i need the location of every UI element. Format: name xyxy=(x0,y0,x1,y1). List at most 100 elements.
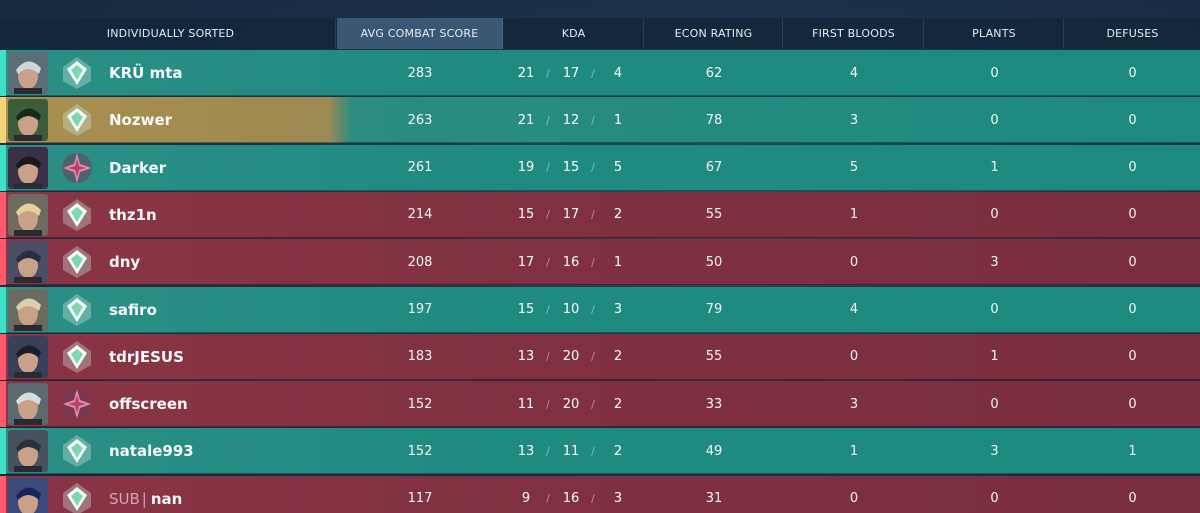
kills-value: 19 xyxy=(517,160,535,176)
kda-value: 17 / 16 / 1 xyxy=(504,239,644,285)
econ-rating-value: 49 xyxy=(705,443,723,459)
kda-value: 13 / 11 / 2 xyxy=(504,428,644,474)
header-econ-rating[interactable]: ECON RATING xyxy=(645,18,783,49)
player-row[interactable]: KRÜ mta 283 21 / 17 / 4 62 4 0 0 xyxy=(0,50,1200,96)
first-bloods-value: 0 xyxy=(849,349,859,365)
agent-portrait xyxy=(8,335,48,378)
ascendant-rank-icon xyxy=(60,481,94,513)
kda-separator: / xyxy=(546,113,550,127)
player-row[interactable]: tdrJESUS 183 13 / 20 / 2 55 0 1 0 xyxy=(0,333,1200,380)
deaths-value: 20 xyxy=(562,349,580,365)
kda-value: 15 / 17 / 2 xyxy=(504,192,644,238)
player-name[interactable]: offscreen xyxy=(109,381,188,427)
ascendant-rank-icon xyxy=(60,102,94,138)
player-name[interactable]: tdrJESUS xyxy=(109,334,184,380)
header-first-bloods[interactable]: FIRST BLOODS xyxy=(784,18,924,49)
plants-value: 0 xyxy=(990,65,999,81)
plants-value: 1 xyxy=(990,349,999,365)
plants-value: 0 xyxy=(990,207,999,223)
player-row[interactable]: Nozwer 263 21 / 12 / 1 78 3 0 0 xyxy=(0,97,1200,144)
player-name-text: KRÜ mta xyxy=(109,64,183,82)
kda-separator: / xyxy=(546,161,550,175)
agent-portrait xyxy=(8,241,48,284)
team-stripe xyxy=(0,475,6,513)
defuses-value: 0 xyxy=(1128,491,1137,507)
kills-value: 9 xyxy=(521,491,531,507)
player-row[interactable]: dny 208 17 / 16 / 1 50 0 3 0 xyxy=(0,239,1200,286)
assists-value: 2 xyxy=(613,396,623,412)
player-row[interactable]: natale993 152 13/11/2 49 1 3 1 xyxy=(0,428,1200,475)
kda-value: 9 / 16 / 3 xyxy=(504,476,644,513)
player-name-text: tdrJESUS xyxy=(109,347,184,366)
kills-value: 15 xyxy=(517,207,535,223)
deaths-value: 16 xyxy=(562,254,580,270)
player-row[interactable]: safiro 197 15 / 10 / 3 79 4 0 0 xyxy=(0,286,1200,333)
player-name-text: Nozwer xyxy=(109,111,173,130)
defuses-value: 0 xyxy=(1128,65,1137,81)
assists-value: 3 xyxy=(613,491,623,507)
player-name-text: dny xyxy=(109,253,141,272)
acs-value: 152 xyxy=(407,396,433,412)
sort-mode-header[interactable]: INDIVIDUALLY SORTED xyxy=(6,18,336,49)
player-name[interactable]: Darker xyxy=(109,145,166,191)
player-name[interactable]: SUB | nan xyxy=(109,476,182,513)
deaths-value: 17 xyxy=(562,207,580,223)
player-name-text: Darker xyxy=(109,158,167,177)
kda-separator: / xyxy=(546,397,550,411)
immortal-rank-icon xyxy=(60,150,94,186)
agent-portrait xyxy=(8,146,48,189)
team-stripe xyxy=(0,97,6,144)
player-name-text: offscreen xyxy=(109,395,188,414)
econ-rating-value: 62 xyxy=(705,65,723,81)
plants-value: 0 xyxy=(990,396,999,412)
ascendant-rank-icon xyxy=(60,339,94,375)
kda-separator: / xyxy=(591,255,595,269)
team-stripe xyxy=(0,50,6,96)
header-defuses[interactable]: DEFUSES xyxy=(1106,27,1159,40)
header-plants[interactable]: PLANTS xyxy=(925,18,1064,49)
kda-separator: / xyxy=(591,303,595,316)
kills-value: 21 xyxy=(517,112,535,128)
first-bloods-value: 5 xyxy=(849,160,859,176)
ascendant-rank-icon xyxy=(60,433,94,469)
defuses-value: 1 xyxy=(1128,443,1137,459)
kda-separator: / xyxy=(591,208,595,222)
deaths-value: 12 xyxy=(562,112,580,128)
header-avg-combat-score[interactable]: AVG COMBAT SCORE xyxy=(337,18,503,49)
sub-tag: SUB xyxy=(109,489,140,508)
player-name[interactable]: KRÜ mta xyxy=(109,50,183,96)
team-stripe xyxy=(0,333,6,380)
player-row[interactable]: Darker 261 19 / 15 / 5 67 5 1 0 xyxy=(0,144,1200,191)
player-name[interactable]: dny xyxy=(109,239,140,285)
kda-value: 19 / 15 / 5 xyxy=(504,145,644,191)
acs-value: 214 xyxy=(407,207,433,223)
player-name[interactable]: thz1n xyxy=(109,192,157,238)
kills-value: 13 xyxy=(517,349,535,365)
player-name[interactable]: natale993 xyxy=(109,428,194,474)
header-kda[interactable]: KDA xyxy=(504,18,644,49)
kda-separator: / xyxy=(591,350,595,364)
kda-separator: / xyxy=(591,444,595,458)
kda-separator: / xyxy=(546,303,550,316)
ascendant-rank-icon xyxy=(60,197,94,233)
agent-portrait xyxy=(8,430,48,473)
player-name[interactable]: Nozwer xyxy=(109,97,172,143)
kda-value: 15 / 10 / 3 xyxy=(504,287,644,333)
player-name[interactable]: safiro xyxy=(109,287,157,333)
player-row[interactable]: thz1n 214 15 / 17 / 2 55 1 0 0 xyxy=(0,191,1200,238)
player-row[interactable]: offscreen 152 11/20/2 33 3 0 0 xyxy=(0,381,1200,428)
deaths-value: 10 xyxy=(562,302,580,317)
defuses-value: 0 xyxy=(1128,112,1137,128)
team-stripe xyxy=(0,239,6,286)
kda-value: 21 / 12 / 1 xyxy=(504,97,644,143)
ascendant-rank-icon xyxy=(60,292,94,328)
assists-value: 4 xyxy=(613,65,623,81)
ascendant-rank-icon xyxy=(60,244,94,280)
assists-value: 1 xyxy=(613,254,623,270)
player-row[interactable]: SUB | nan 117 9 / 16 / 3 31 0 0 0 xyxy=(0,475,1200,513)
plants-value: 1 xyxy=(990,160,999,176)
player-name-text: thz1n xyxy=(109,205,157,224)
kills-value: 13 xyxy=(517,443,535,459)
econ-rating-value: 33 xyxy=(705,396,723,412)
team-stripe xyxy=(0,428,6,475)
